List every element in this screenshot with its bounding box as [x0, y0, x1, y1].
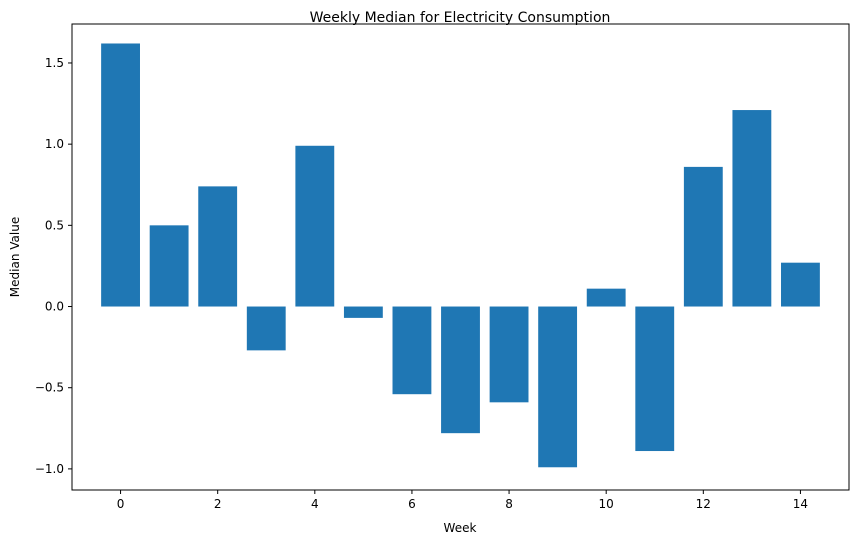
bar-week-3: [246, 306, 286, 351]
bar-week-6: [392, 306, 432, 395]
bar-week-13: [732, 110, 772, 307]
y-tick-label: −1.0: [35, 462, 64, 476]
x-tick-label: 0: [117, 497, 125, 511]
bar-week-10: [586, 288, 626, 307]
x-tick-label: 12: [696, 497, 711, 511]
bar-week-5: [343, 306, 383, 318]
bar-week-14: [781, 262, 820, 307]
y-tick-label: 1.5: [45, 56, 64, 70]
bar-week-12: [683, 166, 723, 307]
x-tick-label: 2: [214, 497, 222, 511]
bar-week-4: [295, 145, 335, 307]
bars-group: [101, 43, 820, 468]
x-tick-label: 14: [793, 497, 808, 511]
x-tick-label: 10: [599, 497, 614, 511]
bar-week-2: [198, 186, 238, 307]
bar-week-11: [635, 306, 675, 452]
x-tick-label: 6: [408, 497, 416, 511]
y-tick-label: 1.0: [45, 137, 64, 151]
y-axis-label: Median Value: [8, 217, 22, 297]
bar-week-0: [101, 43, 140, 307]
bar-week-7: [441, 306, 480, 434]
x-axis-ticks: 0 2 4 6 8 10 12 14: [117, 490, 808, 511]
bar-week-9: [538, 306, 578, 468]
x-tick-label: 8: [505, 497, 513, 511]
bar-week-1: [149, 225, 189, 307]
y-tick-label: 0.5: [45, 218, 64, 232]
y-axis-ticks: −1.0 −0.5 0.0 0.5 1.0 1.5: [35, 56, 72, 476]
x-axis-label: Week: [444, 521, 477, 535]
x-tick-label: 4: [311, 497, 319, 511]
bar-week-8: [489, 306, 529, 403]
y-tick-label: −0.5: [35, 381, 64, 395]
chart-title: Weekly Median for Electricity Consumptio…: [310, 10, 611, 26]
plot-frame: [71, 23, 850, 491]
y-tick-label: 0.0: [45, 300, 64, 314]
